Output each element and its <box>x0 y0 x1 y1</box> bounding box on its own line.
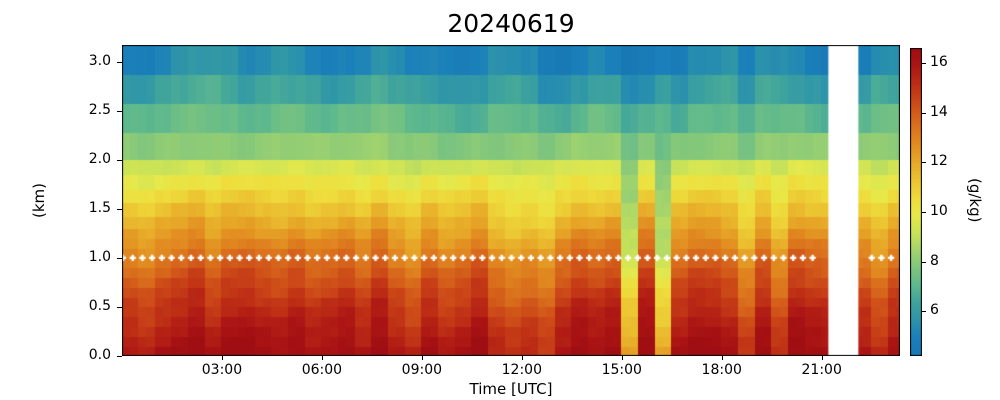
x-tick-mark <box>421 356 423 360</box>
colorbar-tick-mark <box>922 112 926 114</box>
y-tick-label: 0.0 <box>88 347 111 363</box>
y-tick-mark <box>117 110 122 112</box>
colorbar-tick-label: 8 <box>930 252 939 269</box>
colorbar-tick-mark <box>922 162 926 164</box>
x-tick-label: 09:00 <box>401 362 443 378</box>
colorbar-tick-label: 16 <box>930 53 948 70</box>
x-tick-label: 12:00 <box>501 362 542 378</box>
y-tick-label: 1.0 <box>88 248 111 265</box>
y-tick-label: 0.5 <box>88 297 111 314</box>
x-tick-label: 03:00 <box>201 362 243 378</box>
x-axis-label: Time [UTC] <box>469 380 553 398</box>
y-tick-label: 2.0 <box>88 150 111 167</box>
colorbar-canvas <box>910 48 922 356</box>
colorbar-tick-label: 14 <box>930 103 948 120</box>
x-tick-label: 21:00 <box>801 362 842 378</box>
x-tick-mark <box>721 356 723 360</box>
x-tick-mark <box>321 356 323 360</box>
x-tick-label: 06:00 <box>301 362 343 378</box>
y-axis-label: (km) <box>30 182 48 218</box>
colorbar-tick-label: 6 <box>930 302 939 319</box>
colorbar-tick-label: 10 <box>930 202 948 219</box>
y-tick-mark <box>117 306 122 308</box>
x-tick-mark <box>221 356 223 360</box>
y-tick-label: 2.5 <box>88 101 111 118</box>
colorbar-tick-mark <box>922 211 926 213</box>
colorbar-tick-label: 12 <box>930 153 948 170</box>
x-tick-label: 15:00 <box>601 362 642 378</box>
y-tick-mark <box>117 61 122 63</box>
x-tick-mark <box>521 356 523 360</box>
y-tick-mark <box>117 159 122 161</box>
heatmap-canvas <box>122 45 900 356</box>
x-tick-mark <box>621 356 623 360</box>
x-tick-mark <box>821 356 823 360</box>
y-tick-mark <box>117 257 122 259</box>
y-tick-mark <box>117 356 122 357</box>
y-tick-label: 1.5 <box>88 199 111 216</box>
y-tick-mark <box>117 208 122 210</box>
colorbar-label: (g/kg) <box>966 177 984 223</box>
y-tick-label: 3.0 <box>88 52 111 69</box>
colorbar-tick-mark <box>922 261 926 263</box>
colorbar-tick-mark <box>922 62 926 64</box>
colorbar-tick-mark <box>922 311 926 313</box>
x-tick-label: 18:00 <box>701 362 742 378</box>
plot-title: 20240619 <box>447 9 575 38</box>
